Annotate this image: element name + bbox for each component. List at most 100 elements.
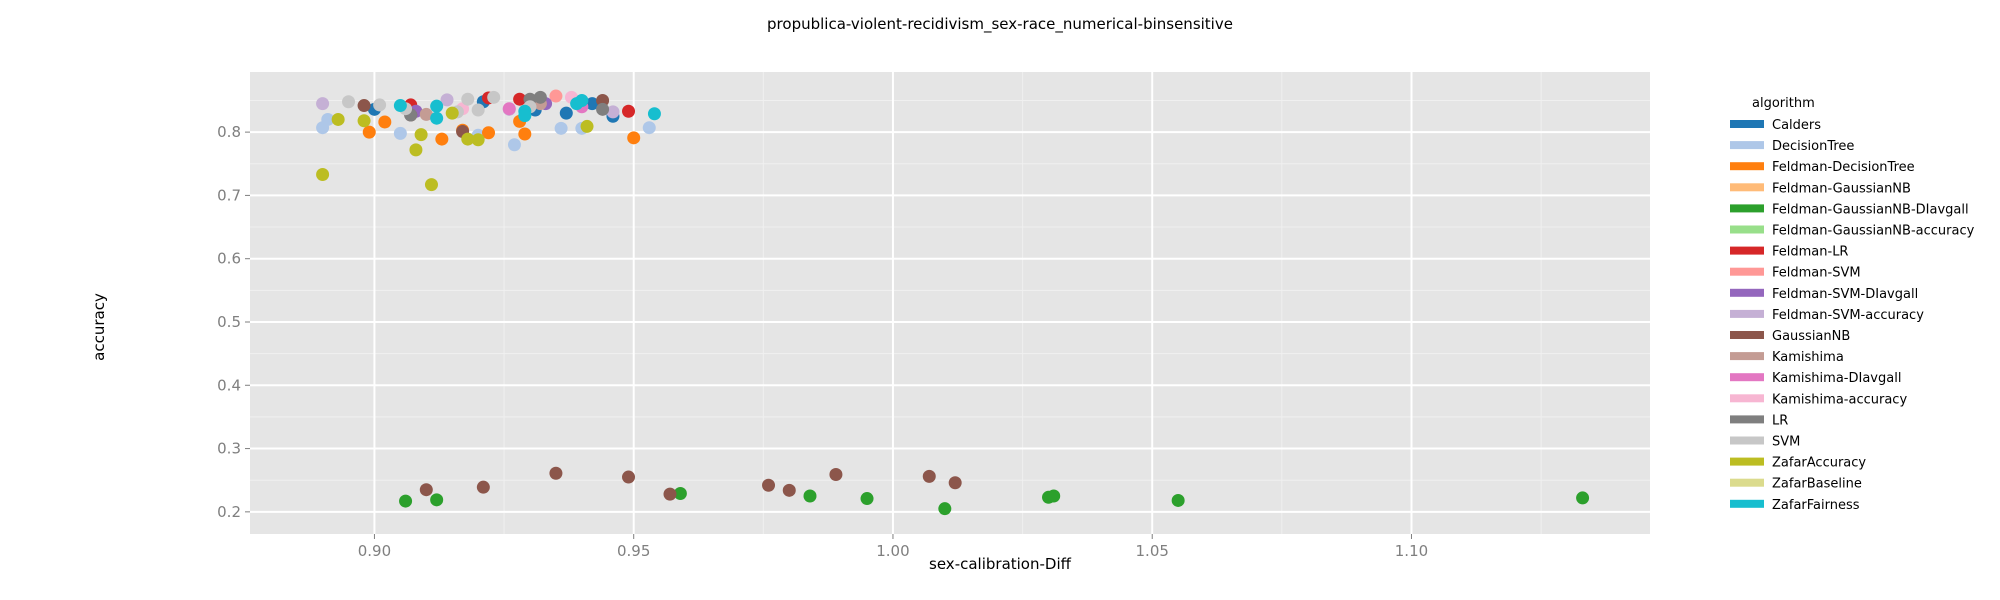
y-axis-ticks: 0.2 0.3 0.4 0.5 0.6 0.7 0.8	[217, 123, 250, 521]
data-point	[321, 112, 335, 126]
legend-label: GaussianNB	[1772, 329, 1850, 344]
x-tick-label: 1.10	[1395, 542, 1428, 560]
plot-background	[250, 72, 1650, 534]
x-tick-label: 1.05	[1136, 542, 1169, 560]
data-point	[393, 126, 407, 140]
data-point	[948, 476, 962, 490]
data-point	[424, 178, 438, 192]
legend-swatch	[1730, 246, 1764, 255]
data-point	[331, 112, 345, 126]
data-point	[606, 105, 620, 119]
x-tick-label: 0.90	[358, 542, 391, 560]
legend: algorithm Calders DecisionTree Feldman-Dec…	[1730, 96, 1975, 513]
data-point	[409, 143, 423, 157]
x-axis-label: sex-calibration-Diff	[929, 555, 1072, 573]
legend-label: Feldman-GaussianNB	[1772, 181, 1911, 196]
legend-label: Feldman-GaussianNB-DIavgall	[1772, 202, 1969, 217]
data-point	[316, 168, 330, 182]
data-point	[803, 489, 817, 503]
legend-swatch	[1730, 478, 1764, 487]
data-point	[596, 102, 610, 116]
data-points	[316, 89, 1590, 516]
data-point	[585, 97, 599, 111]
x-tick-label: 1.00	[876, 542, 909, 560]
legend-label: Feldman-SVM-accuracy	[1772, 308, 1924, 323]
data-point	[399, 494, 413, 508]
legend-label: Feldman-GaussianNB-accuracy	[1772, 224, 1975, 239]
data-point	[471, 133, 485, 147]
data-point	[627, 131, 641, 145]
legend-swatch	[1730, 436, 1764, 445]
data-point	[414, 128, 428, 142]
data-point	[482, 126, 496, 140]
y-tick-label: 0.8	[217, 123, 241, 141]
data-point	[829, 468, 843, 482]
legend-label: Calders	[1772, 118, 1821, 133]
data-point	[549, 466, 563, 480]
data-point	[476, 480, 490, 494]
data-point	[357, 99, 371, 113]
data-point	[533, 90, 547, 104]
data-point	[647, 107, 661, 121]
legend-swatch	[1730, 499, 1764, 508]
data-point	[362, 125, 376, 139]
data-point	[471, 103, 485, 117]
legend-label: ZafarAccuracy	[1772, 456, 1866, 471]
data-point	[580, 119, 594, 133]
data-point	[419, 483, 433, 497]
data-point	[922, 469, 936, 483]
data-point	[860, 492, 874, 506]
data-point	[373, 98, 387, 112]
data-point	[430, 111, 444, 125]
data-point	[357, 114, 371, 128]
legend-swatch	[1730, 373, 1764, 382]
legend-label: DecisionTree	[1772, 139, 1854, 154]
data-point	[487, 90, 501, 104]
data-point	[419, 107, 433, 121]
chart-title: propublica-violent-recidivism_sex-race_n…	[767, 15, 1233, 34]
legend-swatch	[1730, 120, 1764, 128]
legend-label: Feldman-SVM-DIavgall	[1772, 287, 1918, 302]
legend-swatch	[1730, 183, 1764, 192]
data-point	[507, 138, 521, 152]
legend-swatch	[1730, 331, 1764, 339]
data-point	[518, 127, 532, 141]
data-point	[378, 115, 392, 129]
data-point	[502, 102, 516, 116]
legend-label: Feldman-DecisionTree	[1772, 160, 1915, 175]
data-point	[461, 132, 475, 146]
y-tick-label: 0.3	[217, 440, 241, 458]
data-point	[663, 487, 677, 501]
legend-label: Kamishima-DIavgall	[1772, 371, 1901, 386]
data-point	[559, 106, 573, 120]
legend-label: Feldman-SVM	[1772, 266, 1861, 281]
legend-label: SVM	[1772, 435, 1800, 450]
data-point	[445, 106, 459, 120]
data-point	[430, 99, 444, 113]
data-point	[1576, 491, 1590, 505]
legend-label: LR	[1772, 413, 1788, 428]
data-point	[430, 493, 444, 507]
legend-swatch	[1730, 162, 1764, 171]
legend-swatch	[1730, 288, 1764, 297]
legend-swatch	[1730, 204, 1764, 213]
data-point	[642, 121, 656, 135]
data-point	[938, 502, 952, 516]
y-tick-label: 0.2	[217, 503, 241, 521]
legend-label: ZafarBaseline	[1772, 477, 1862, 492]
data-point	[673, 486, 687, 500]
data-point	[461, 92, 475, 106]
y-tick-label: 0.4	[217, 376, 241, 394]
data-point	[1047, 489, 1061, 503]
legend-swatch	[1730, 309, 1764, 318]
data-point	[782, 483, 796, 497]
data-point	[549, 89, 563, 103]
data-point	[1171, 493, 1185, 507]
legend-swatch	[1730, 415, 1764, 424]
legend-swatch	[1730, 267, 1764, 276]
data-point	[622, 470, 636, 484]
legend-label: Feldman-LR	[1772, 245, 1848, 260]
legend-label: Kamishima-accuracy	[1772, 392, 1907, 407]
data-point	[513, 92, 527, 106]
